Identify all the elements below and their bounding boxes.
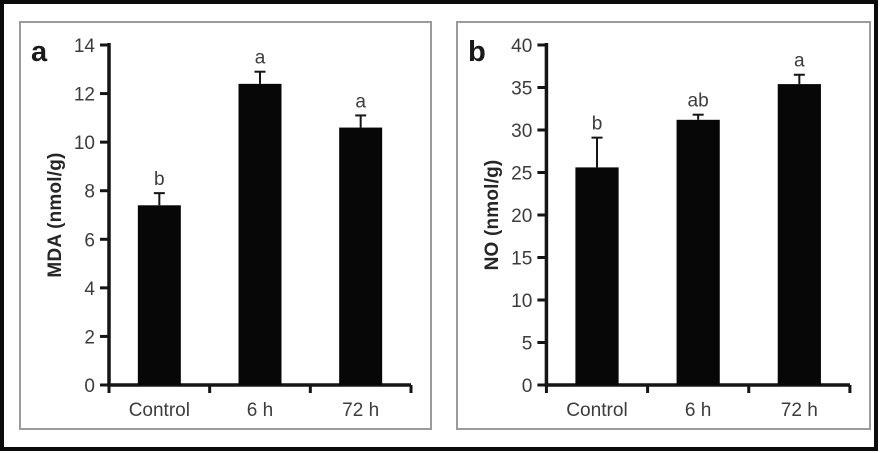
panel-a: a MDA (nmol/g) 0 2 4 6 8 10 12 14 b Control a 6 h a 72 … xyxy=(19,21,432,430)
category-label-72-h: 72 h xyxy=(342,400,379,421)
bar-control xyxy=(575,167,619,385)
category-label-6-h: 6 h xyxy=(247,400,273,421)
panel-b: b NO (nmol/g) 0 5 10 15 20 25 30 35 40 b Control ab 6 … xyxy=(456,21,871,430)
sig-letter-control: b xyxy=(154,169,165,190)
bar-72-h xyxy=(777,84,821,385)
y-tick-label: 4 xyxy=(84,279,95,300)
panel-label: b xyxy=(468,36,486,68)
y-tick-label: 20 xyxy=(511,206,532,227)
y-tick-label: 12 xyxy=(74,85,95,106)
bar-chart-mda: a MDA (nmol/g) 0 2 4 6 8 10 12 14 b Control a 6 h a 72 … xyxy=(31,36,413,421)
y-tick-label: 30 xyxy=(511,121,532,142)
y-tick-label: 0 xyxy=(522,376,533,397)
y-tick-label: 8 xyxy=(84,182,95,203)
category-label-control: Control xyxy=(566,400,628,421)
bar-chart-no: b NO (nmol/g) 0 5 10 15 20 25 30 35 40 b Control ab 6 … xyxy=(468,36,852,421)
bar-6-h xyxy=(238,83,282,385)
y-tick-label: 10 xyxy=(511,291,532,312)
sig-letter-6-h: a xyxy=(255,48,266,69)
bar-72-h xyxy=(339,127,383,386)
y-axis-title: NO (nmol/g) xyxy=(482,160,503,271)
category-label-72-h: 72 h xyxy=(781,400,818,421)
bar-6-h xyxy=(676,119,720,386)
y-tick-label: 14 xyxy=(74,36,96,57)
category-label-6-h: 6 h xyxy=(685,400,712,421)
sig-letter-72-h: a xyxy=(794,51,805,72)
y-tick-label: 40 xyxy=(511,36,532,57)
sig-letter-control: b xyxy=(592,114,603,135)
y-tick-label: 15 xyxy=(511,249,532,270)
sig-letter-6-h: ab xyxy=(688,91,709,112)
y-tick-label: 25 xyxy=(511,164,532,185)
y-tick-label: 0 xyxy=(84,376,95,397)
bar-control xyxy=(137,205,181,385)
y-tick-label: 2 xyxy=(84,327,95,348)
sig-letter-72-h: a xyxy=(355,91,366,112)
y-tick-label: 35 xyxy=(511,79,532,100)
y-axis-title: MDA (nmol/g) xyxy=(45,152,66,277)
y-tick-label: 10 xyxy=(74,133,95,154)
panel-label: a xyxy=(31,36,48,68)
y-tick-label: 6 xyxy=(84,230,95,251)
category-label-control: Control xyxy=(129,400,190,421)
y-tick-label: 5 xyxy=(522,334,533,355)
